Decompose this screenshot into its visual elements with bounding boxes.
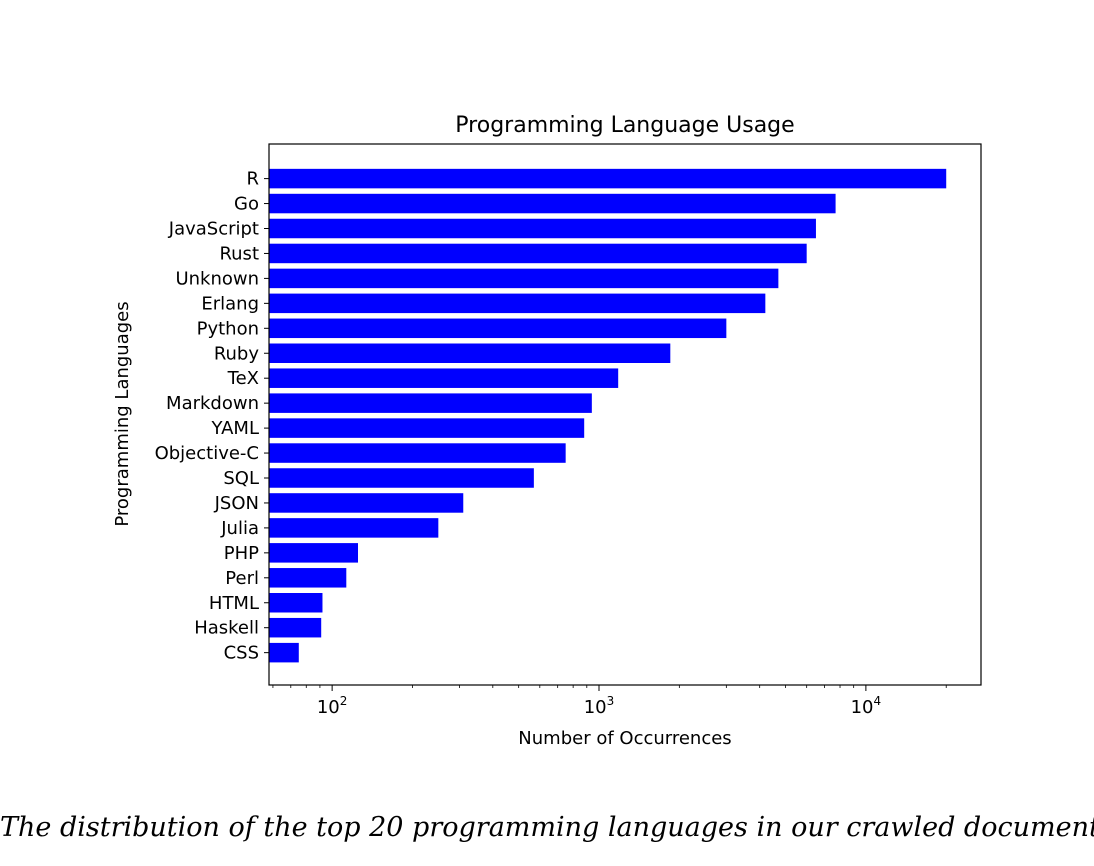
bar [269, 543, 358, 563]
category-label: Markdown [166, 393, 259, 414]
bar [269, 393, 592, 413]
bar [269, 218, 816, 239]
category-labels: R Go JavaScript Rust Unknown Erlang Python Ruby… [155, 169, 269, 664]
bar [269, 318, 727, 339]
bar [269, 593, 323, 613]
category-label: TeX [227, 368, 259, 389]
bar [269, 568, 347, 588]
bar [269, 642, 299, 663]
bar [269, 518, 439, 538]
category-label: PHP [224, 543, 259, 564]
figure-caption: The distribution of the top 20 programmi… [0, 812, 1094, 843]
bar [269, 443, 566, 463]
bar [269, 368, 619, 388]
y-axis-label: Programming Languages [112, 301, 133, 526]
category-label: JSON [214, 493, 259, 514]
category-label: Rust [219, 243, 259, 264]
category-label: YAML [211, 418, 259, 439]
category-label: SQL [223, 468, 259, 489]
category-label: Ruby [214, 343, 260, 364]
category-label: HTML [209, 593, 259, 614]
category-label: CSS [224, 643, 259, 664]
bar [269, 468, 534, 488]
bar [269, 193, 836, 214]
bar [269, 268, 779, 289]
category-label: Erlang [201, 293, 259, 314]
category-label: Go [234, 194, 259, 215]
bars-group [269, 168, 947, 663]
x-tick-label: 103 [584, 694, 615, 718]
plot-frame [268, 143, 982, 686]
category-label: Unknown [175, 268, 259, 289]
x-tick-label: 102 [317, 694, 348, 718]
category-label: JavaScript [168, 219, 259, 240]
bar [269, 418, 585, 438]
bar [269, 293, 766, 314]
bar [269, 168, 947, 189]
category-label: R [246, 169, 259, 190]
bar [269, 243, 807, 264]
chart-title: Programming Language Usage [455, 113, 794, 138]
category-label: Julia [220, 518, 259, 539]
bar [269, 493, 464, 513]
x-tick-label: 104 [851, 694, 882, 718]
category-label: Perl [225, 568, 259, 589]
bar [269, 617, 322, 638]
x-axis-label: Number of Occurrences [518, 728, 731, 749]
category-label: Haskell [194, 618, 259, 639]
category-label: Python [197, 318, 259, 339]
x-axis-ticks: 102 103 104 [272, 685, 947, 718]
category-label: Objective-C [155, 443, 259, 464]
bar-chart: Programming Language Usage R Go JavaScript… [112, 113, 982, 749]
bar [269, 343, 671, 363]
